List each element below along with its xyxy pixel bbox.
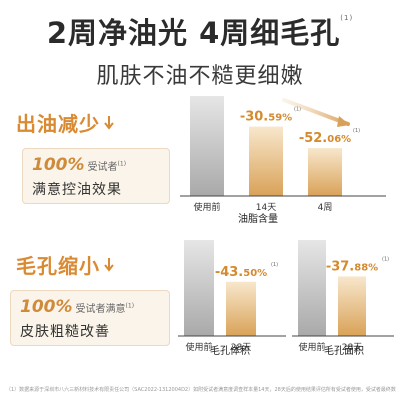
bar-使用前 <box>298 240 326 336</box>
data-label-note: (1) <box>271 262 278 268</box>
data-label: -37.88% <box>326 259 378 274</box>
data-label-note: (1) <box>353 128 360 134</box>
trend-arrow <box>282 98 350 126</box>
section-oil-heading: 出油减少 <box>16 108 114 137</box>
title-footnote-ref: (1) <box>340 14 354 22</box>
section-oil-card: 100% 受试者(1) 满意控油效果 <box>22 148 170 204</box>
satisfaction-desc: 满意控油效果 <box>32 182 122 198</box>
bar-28天 <box>226 281 256 336</box>
data-label: -52.06% <box>299 131 351 146</box>
satisfaction-percent: 100% <box>20 297 73 317</box>
footnote: （1）数据来源于深圳市八六三新材料技术有限责任公司（SAC2022-131200… <box>6 387 396 393</box>
data-label: -43.50% <box>215 265 267 280</box>
trend-arrowhead <box>337 116 350 127</box>
bar-28天 <box>338 276 366 336</box>
section-oil-title: 出油减少 <box>16 112 100 136</box>
satisfaction-desc: 皮肤粗糙改善 <box>20 324 110 340</box>
x-axis-label: 毛孔面积 <box>324 345 364 357</box>
page-subtitle: 肌肤不油不糙更细嫩 <box>96 64 304 89</box>
page-title: 2周净油光 4周细毛孔(1) <box>0 10 400 52</box>
tick-label: 使用前 <box>185 341 212 353</box>
x-axis-label: 油脂含量 <box>238 212 278 225</box>
section-pore-heading: 毛孔缩小 <box>16 250 114 279</box>
data-label-note: (1) <box>382 256 389 262</box>
oil-content-chart: 使用前 14天-30.59%(1)4周-52.06%(1)油脂含量 <box>180 96 386 225</box>
pore-volume-chart: 使用前 28天 -43.50% (1) 毛孔体积 <box>178 240 286 357</box>
bar-使用前 <box>190 96 224 196</box>
chevron-down-icon <box>104 115 114 130</box>
bar-14天 <box>249 126 283 196</box>
tick-label: 14天 <box>256 203 276 213</box>
satisfaction-percent: 100% <box>32 155 85 175</box>
chevron-down-icon <box>104 257 114 272</box>
satisfaction-subject: 受试者满意(1) <box>75 302 135 315</box>
section-pore-card: 100% 受试者满意(1) 皮肤粗糙改善 <box>10 290 170 346</box>
tick-label: 28天 <box>231 343 251 353</box>
satisfaction-subject: 受试者(1) <box>87 160 127 173</box>
data-label-note: (1) <box>294 107 301 113</box>
title-line1: 2周净油光 4周细毛孔 <box>46 16 341 50</box>
tick-label: 使用前 <box>193 201 220 213</box>
tick-label: 28天 <box>342 343 362 353</box>
section-pore-title: 毛孔缩小 <box>16 254 100 278</box>
x-axis-label: 毛孔体积 <box>210 345 250 357</box>
data-label: -30.59% <box>240 110 292 125</box>
bar-4周 <box>308 148 342 196</box>
tick-label: 使用前 <box>298 341 325 353</box>
bar-使用前 <box>184 240 214 336</box>
tick-label: 4周 <box>318 202 333 213</box>
pore-area-chart: 使用前 28天 -37.88% (1) 毛孔面积 <box>292 240 394 357</box>
